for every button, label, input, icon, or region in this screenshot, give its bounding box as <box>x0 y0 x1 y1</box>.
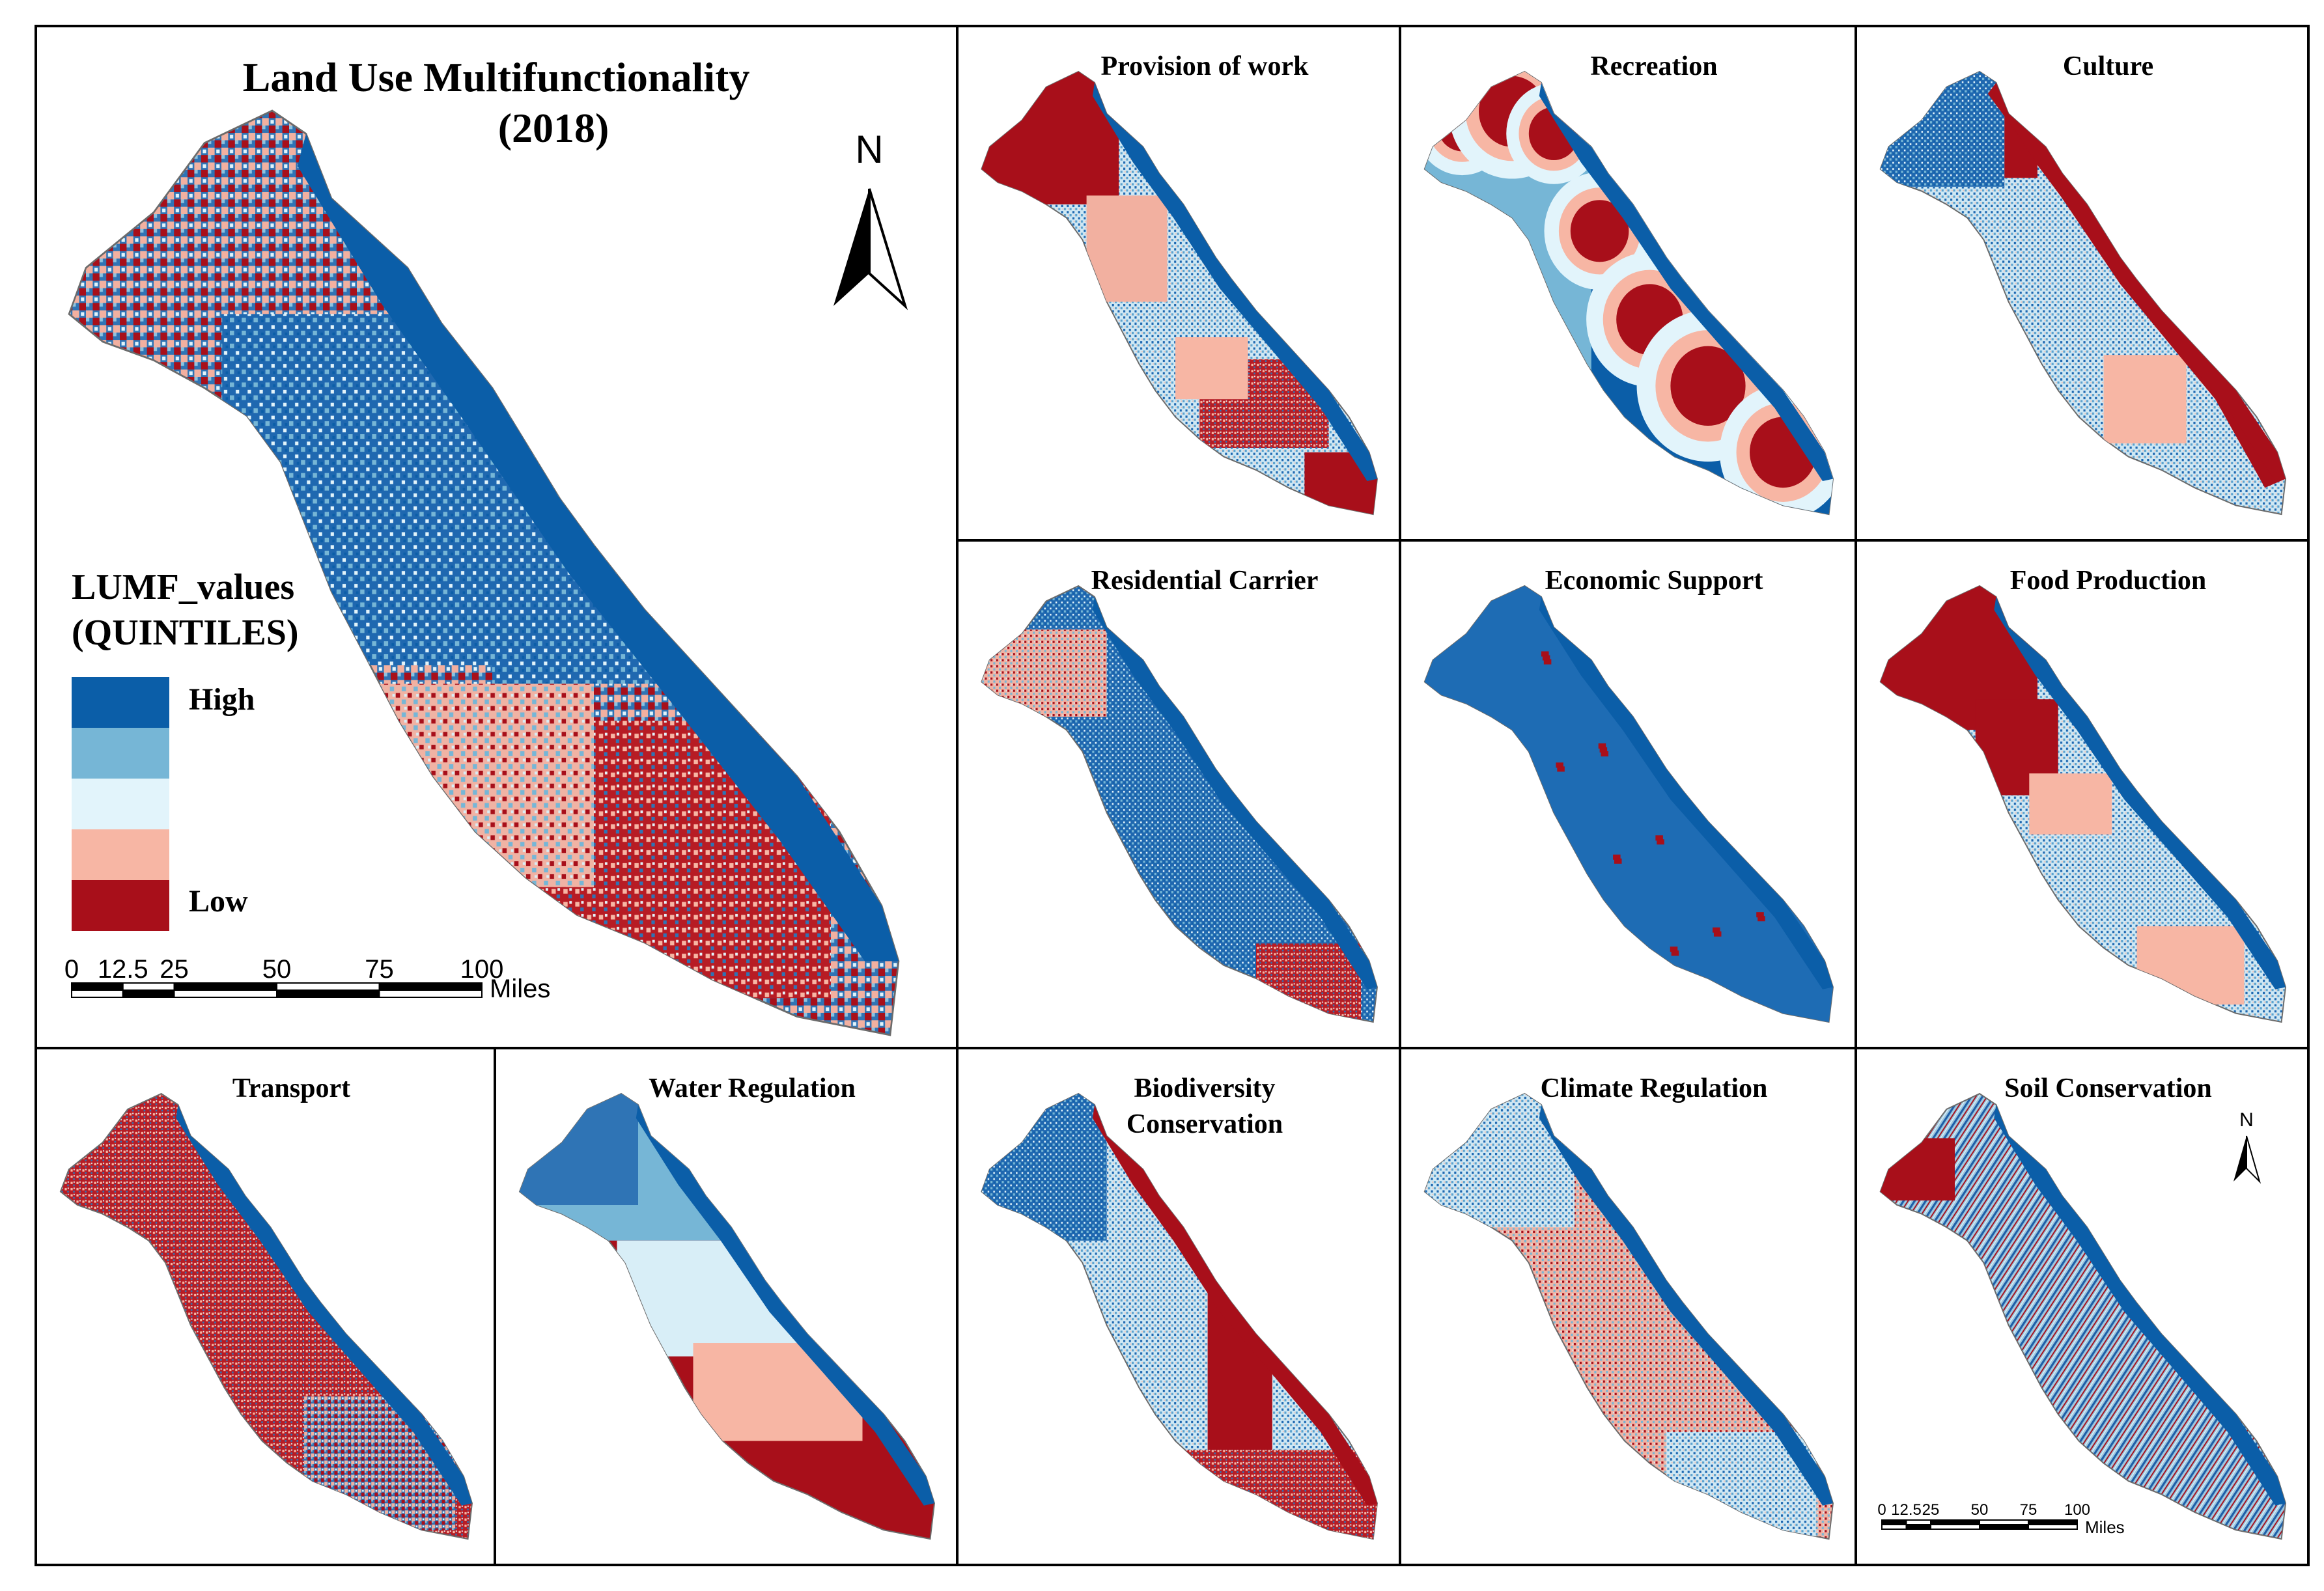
scale-segment <box>1905 1524 1931 1530</box>
legend-title-line2: (QUINTILES) <box>72 613 299 653</box>
panel-map <box>981 585 1379 1023</box>
panel-title: Transport <box>232 1073 350 1103</box>
scale-tick-label: 0 <box>1877 1501 1886 1519</box>
scale-segment <box>1881 1519 1907 1525</box>
scale-segment <box>1979 1519 2029 1525</box>
scale-segment <box>173 989 277 998</box>
map-panel-transport: Transport <box>35 1047 496 1566</box>
panel-map <box>981 1092 1379 1540</box>
scale-tick-label: 100 <box>460 955 504 984</box>
map-panel-biodiversity: Biodiversity Conservation <box>956 1047 1401 1566</box>
map-panel-recreation: Recreation <box>1399 25 1857 542</box>
panel-title: Recreation <box>1590 51 1717 81</box>
panel-title: Soil Conservation <box>2004 1073 2212 1103</box>
panel-title: Economic Support <box>1545 566 1763 596</box>
scale-tick-label: 75 <box>365 955 394 984</box>
panel-title-line2: Conservation <box>1127 1109 1283 1139</box>
north-label: N <box>2239 1109 2254 1131</box>
panel-map <box>1879 70 2287 516</box>
panel-title-line1: Biodiversity <box>1134 1073 1276 1103</box>
panel-map <box>1423 585 1834 1023</box>
scale-segment <box>2028 1524 2078 1530</box>
scale-segment <box>378 989 483 998</box>
legend-high-label: High <box>189 682 255 717</box>
panel-frame <box>1855 1047 2310 1566</box>
scale-segment <box>378 982 483 991</box>
north-arrow-icon: N <box>833 128 908 311</box>
soil-scale-ticks: 0 12.5 25 50 75 100 <box>1877 1501 2090 1519</box>
legend-swatch <box>72 677 169 728</box>
scale-bar: 0 12.5 25 50 75 100 Miles <box>64 955 550 1003</box>
scale-tick-label: 12.5 <box>98 955 148 984</box>
scale-segment <box>1881 1524 1907 1530</box>
scale-segment <box>71 989 124 998</box>
panel-title: Climate Regulation <box>1541 1073 1768 1103</box>
scale-segment <box>1905 1519 1931 1525</box>
panel-title: Food Production <box>2010 566 2206 596</box>
scale-segment <box>122 982 175 991</box>
legend-swatch <box>72 880 169 931</box>
soil-scale-bar <box>1881 1519 2078 1530</box>
legend-low-label: Low <box>189 884 248 919</box>
scale-segment <box>276 989 380 998</box>
scale-segment <box>1930 1519 1980 1525</box>
scale-tick-label: 100 <box>2064 1501 2090 1519</box>
panel-map <box>1879 585 2287 1023</box>
legend-swatches <box>72 677 169 931</box>
panel-map <box>1879 1092 2287 1540</box>
scale-tick-label: 25 <box>1922 1501 1940 1519</box>
scale-tick-labels: 0 12.5 25 50 75 100 <box>64 955 504 984</box>
panel-map <box>1423 70 1834 516</box>
legend-swatch <box>72 779 169 829</box>
legend-swatch <box>72 829 169 880</box>
scale-segment <box>122 989 175 998</box>
map-panel-residential: Residential Carrier <box>956 539 1401 1049</box>
north-arrow-icon: N <box>2233 1109 2261 1184</box>
scale-segment <box>71 982 124 991</box>
legend-title-line1: LUMF_values <box>72 567 294 607</box>
scale-segment <box>1979 1524 2029 1530</box>
panel-title: Residential Carrier <box>1091 566 1319 596</box>
scale-tick-label: 50 <box>1971 1501 1989 1519</box>
map-panel-economic: Economic Support <box>1399 539 1857 1049</box>
scale-tick-label: 50 <box>262 955 292 984</box>
scale-segment <box>1930 1524 1980 1530</box>
scale-tick-label: 12.5 <box>1891 1501 1922 1519</box>
scale-tick-label: 25 <box>160 955 189 984</box>
legend: LUMF_values (QUINTILES) High Low <box>72 567 299 931</box>
map-panel-culture: Culture <box>1855 25 2310 542</box>
scale-segment <box>2028 1519 2078 1525</box>
panel-map <box>981 70 1379 516</box>
legend-swatch <box>72 728 169 779</box>
main-title-line1: Land Use Multifunctionality <box>243 54 750 100</box>
map-panel-climate: Climate Regulation <box>1399 1047 1857 1566</box>
soil-scale-unit: Miles <box>2085 1517 2125 1537</box>
scale-tick-label: 75 <box>2020 1501 2037 1519</box>
map-panel-work: Provision of work <box>956 25 1401 542</box>
map-panel-water: Water Regulation <box>494 1047 959 1566</box>
scale-segment <box>276 982 380 991</box>
north-label: N <box>855 128 883 171</box>
panel-title: Water Regulation <box>649 1073 856 1103</box>
scale-unit: Miles <box>490 975 550 1003</box>
map-panel-food: Food Production <box>1855 539 2310 1049</box>
scale-tick-label: 0 <box>64 955 79 984</box>
panel-map <box>1423 1092 1834 1540</box>
main-title-line2: (2018) <box>498 105 609 151</box>
scale-bar-segments <box>71 982 483 998</box>
panel-map <box>59 1092 473 1540</box>
main-panel: Land Use Multifunctionality (2018) N LUM… <box>35 25 959 1049</box>
panel-title: Culture <box>2063 51 2153 81</box>
panel-title: Provision of work <box>1101 51 1309 81</box>
panel-map <box>518 1092 936 1540</box>
scale-segment <box>173 982 277 991</box>
